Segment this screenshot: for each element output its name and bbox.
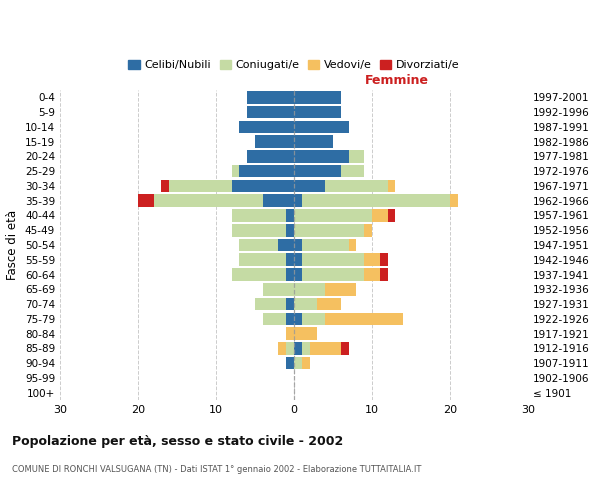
Bar	[294, 136, 333, 148]
Bar	[239, 238, 278, 252]
Bar	[169, 180, 232, 192]
Bar	[364, 268, 380, 281]
Legend: Celibi/Nubili, Coniugati/e, Vedovi/e, Divorziati/e: Celibi/Nubili, Coniugati/e, Vedovi/e, Di…	[124, 56, 464, 74]
Bar	[161, 180, 169, 192]
Bar	[255, 298, 286, 310]
Bar	[325, 180, 388, 192]
Bar	[302, 357, 310, 370]
Bar	[341, 165, 364, 177]
Bar	[294, 312, 302, 325]
Bar	[364, 224, 372, 236]
Bar	[294, 180, 325, 192]
Bar	[263, 283, 294, 296]
Bar	[380, 254, 388, 266]
Bar	[294, 268, 302, 281]
Bar	[294, 254, 302, 266]
Bar	[380, 268, 388, 281]
Bar	[232, 165, 239, 177]
Bar	[286, 254, 294, 266]
Text: Popolazione per età, sesso e stato civile - 2002: Popolazione per età, sesso e stato civil…	[12, 435, 343, 448]
Bar	[310, 342, 341, 354]
Bar	[349, 150, 364, 162]
Bar	[294, 194, 302, 207]
Bar	[286, 357, 294, 370]
Bar	[302, 312, 325, 325]
Bar	[294, 342, 302, 354]
Bar	[294, 357, 302, 370]
Bar	[255, 136, 294, 148]
Bar	[294, 120, 349, 133]
Bar	[294, 283, 325, 296]
Bar	[317, 298, 341, 310]
Bar	[364, 254, 380, 266]
Bar	[286, 312, 294, 325]
Bar	[341, 342, 349, 354]
Text: COMUNE DI RONCHI VALSUGANA (TN) - Dati ISTAT 1° gennaio 2002 - Elaborazione TUTT: COMUNE DI RONCHI VALSUGANA (TN) - Dati I…	[12, 465, 421, 474]
Text: Femmine: Femmine	[365, 74, 429, 87]
Bar	[450, 194, 458, 207]
Bar	[294, 298, 317, 310]
Bar	[388, 209, 395, 222]
Bar	[286, 268, 294, 281]
Bar	[247, 91, 294, 104]
Bar	[294, 150, 349, 162]
Bar	[278, 342, 286, 354]
Bar	[286, 209, 294, 222]
Bar	[294, 106, 341, 118]
Y-axis label: Fasce di età: Fasce di età	[7, 210, 19, 280]
Bar	[325, 283, 356, 296]
Bar	[294, 91, 341, 104]
Bar	[232, 209, 286, 222]
Bar	[294, 209, 372, 222]
Bar	[263, 312, 286, 325]
Bar	[239, 120, 294, 133]
Bar	[294, 328, 317, 340]
Bar	[154, 194, 263, 207]
Bar	[239, 165, 294, 177]
Bar	[247, 106, 294, 118]
Bar	[294, 165, 341, 177]
Bar	[278, 238, 294, 252]
Y-axis label: Anni di nascita: Anni di nascita	[596, 202, 600, 288]
Bar	[232, 180, 294, 192]
Bar	[349, 238, 356, 252]
Bar	[388, 180, 395, 192]
Bar	[286, 342, 294, 354]
Bar	[372, 209, 388, 222]
Bar	[302, 254, 364, 266]
Bar	[302, 268, 364, 281]
Bar	[302, 194, 450, 207]
Bar	[232, 224, 286, 236]
Bar	[325, 312, 403, 325]
Bar	[232, 268, 286, 281]
Bar	[294, 238, 302, 252]
Bar	[247, 150, 294, 162]
Bar	[286, 224, 294, 236]
Bar	[239, 254, 286, 266]
Bar	[294, 224, 364, 236]
Bar	[286, 298, 294, 310]
Bar	[302, 342, 310, 354]
Bar	[286, 328, 294, 340]
Bar	[263, 194, 294, 207]
Bar	[138, 194, 154, 207]
Bar	[302, 238, 349, 252]
